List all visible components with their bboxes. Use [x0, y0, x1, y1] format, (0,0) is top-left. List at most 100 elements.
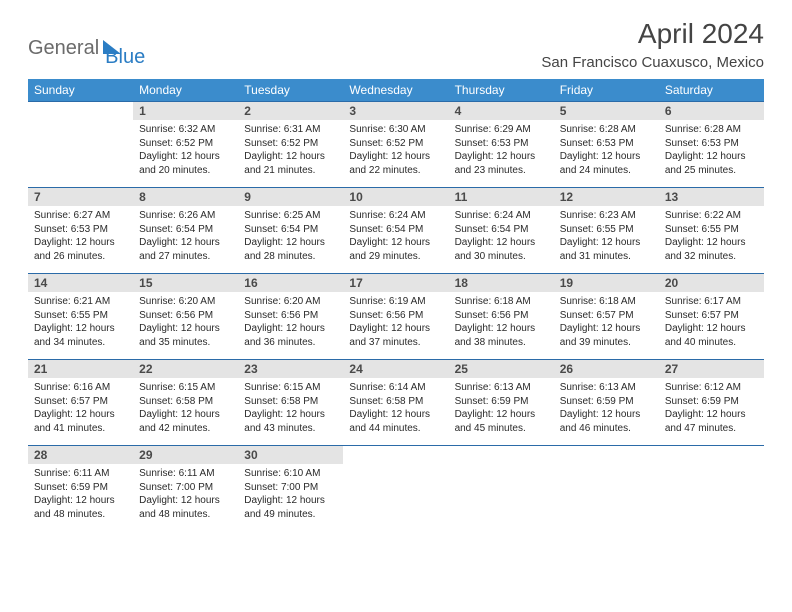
day-number: 15 — [133, 274, 238, 292]
day-number: 28 — [28, 446, 133, 464]
calendar-day-cell: 11Sunrise: 6:24 AMSunset: 6:54 PMDayligh… — [449, 188, 554, 274]
day-number: 13 — [659, 188, 764, 206]
calendar-day-cell: 26Sunrise: 6:13 AMSunset: 6:59 PMDayligh… — [554, 360, 659, 446]
day-number: 11 — [449, 188, 554, 206]
weekday-header: Monday — [133, 79, 238, 102]
month-title: April 2024 — [541, 18, 764, 50]
day-number: 7 — [28, 188, 133, 206]
day-details: Sunrise: 6:28 AMSunset: 6:53 PMDaylight:… — [659, 120, 764, 181]
calendar-day-cell: 12Sunrise: 6:23 AMSunset: 6:55 PMDayligh… — [554, 188, 659, 274]
day-number: 12 — [554, 188, 659, 206]
day-number: 4 — [449, 102, 554, 120]
calendar-day-cell: 7Sunrise: 6:27 AMSunset: 6:53 PMDaylight… — [28, 188, 133, 274]
day-details: Sunrise: 6:25 AMSunset: 6:54 PMDaylight:… — [238, 206, 343, 267]
weekday-header: Saturday — [659, 79, 764, 102]
calendar-week-row: 21Sunrise: 6:16 AMSunset: 6:57 PMDayligh… — [28, 360, 764, 446]
calendar-day-cell — [659, 446, 764, 532]
day-details: Sunrise: 6:20 AMSunset: 6:56 PMDaylight:… — [238, 292, 343, 353]
day-details: Sunrise: 6:29 AMSunset: 6:53 PMDaylight:… — [449, 120, 554, 181]
day-details: Sunrise: 6:13 AMSunset: 6:59 PMDaylight:… — [449, 378, 554, 439]
day-details: Sunrise: 6:13 AMSunset: 6:59 PMDaylight:… — [554, 378, 659, 439]
day-number: 16 — [238, 274, 343, 292]
weekday-header: Sunday — [28, 79, 133, 102]
calendar-day-cell — [343, 446, 448, 532]
calendar-table: Sunday Monday Tuesday Wednesday Thursday… — [28, 79, 764, 532]
day-number: 29 — [133, 446, 238, 464]
day-number: 14 — [28, 274, 133, 292]
calendar-week-row: 1Sunrise: 6:32 AMSunset: 6:52 PMDaylight… — [28, 102, 764, 188]
day-number: 23 — [238, 360, 343, 378]
day-details: Sunrise: 6:23 AMSunset: 6:55 PMDaylight:… — [554, 206, 659, 267]
calendar-day-cell: 30Sunrise: 6:10 AMSunset: 7:00 PMDayligh… — [238, 446, 343, 532]
day-details: Sunrise: 6:11 AMSunset: 6:59 PMDaylight:… — [28, 464, 133, 525]
day-number: 21 — [28, 360, 133, 378]
day-number: 1 — [133, 102, 238, 120]
calendar-day-cell: 4Sunrise: 6:29 AMSunset: 6:53 PMDaylight… — [449, 102, 554, 188]
day-details: Sunrise: 6:11 AMSunset: 7:00 PMDaylight:… — [133, 464, 238, 525]
day-details: Sunrise: 6:27 AMSunset: 6:53 PMDaylight:… — [28, 206, 133, 267]
day-details: Sunrise: 6:24 AMSunset: 6:54 PMDaylight:… — [449, 206, 554, 267]
day-details: Sunrise: 6:16 AMSunset: 6:57 PMDaylight:… — [28, 378, 133, 439]
calendar-day-cell: 25Sunrise: 6:13 AMSunset: 6:59 PMDayligh… — [449, 360, 554, 446]
weekday-header: Tuesday — [238, 79, 343, 102]
day-number: 26 — [554, 360, 659, 378]
weekday-header-row: Sunday Monday Tuesday Wednesday Thursday… — [28, 79, 764, 102]
calendar-day-cell: 19Sunrise: 6:18 AMSunset: 6:57 PMDayligh… — [554, 274, 659, 360]
day-details: Sunrise: 6:18 AMSunset: 6:57 PMDaylight:… — [554, 292, 659, 353]
day-details: Sunrise: 6:12 AMSunset: 6:59 PMDaylight:… — [659, 378, 764, 439]
calendar-day-cell: 3Sunrise: 6:30 AMSunset: 6:52 PMDaylight… — [343, 102, 448, 188]
day-details: Sunrise: 6:30 AMSunset: 6:52 PMDaylight:… — [343, 120, 448, 181]
weekday-header: Thursday — [449, 79, 554, 102]
calendar-day-cell: 28Sunrise: 6:11 AMSunset: 6:59 PMDayligh… — [28, 446, 133, 532]
day-details: Sunrise: 6:18 AMSunset: 6:56 PMDaylight:… — [449, 292, 554, 353]
title-block: April 2024 San Francisco Cuaxusco, Mexic… — [541, 18, 764, 71]
calendar-day-cell: 10Sunrise: 6:24 AMSunset: 6:54 PMDayligh… — [343, 188, 448, 274]
day-details: Sunrise: 6:22 AMSunset: 6:55 PMDaylight:… — [659, 206, 764, 267]
calendar-day-cell: 29Sunrise: 6:11 AMSunset: 7:00 PMDayligh… — [133, 446, 238, 532]
day-number: 10 — [343, 188, 448, 206]
calendar-day-cell: 21Sunrise: 6:16 AMSunset: 6:57 PMDayligh… — [28, 360, 133, 446]
day-details: Sunrise: 6:17 AMSunset: 6:57 PMDaylight:… — [659, 292, 764, 353]
calendar-day-cell: 8Sunrise: 6:26 AMSunset: 6:54 PMDaylight… — [133, 188, 238, 274]
day-number: 30 — [238, 446, 343, 464]
calendar-day-cell: 27Sunrise: 6:12 AMSunset: 6:59 PMDayligh… — [659, 360, 764, 446]
day-number: 25 — [449, 360, 554, 378]
calendar-day-cell: 13Sunrise: 6:22 AMSunset: 6:55 PMDayligh… — [659, 188, 764, 274]
calendar-day-cell: 1Sunrise: 6:32 AMSunset: 6:52 PMDaylight… — [133, 102, 238, 188]
day-number: 18 — [449, 274, 554, 292]
day-number: 6 — [659, 102, 764, 120]
location-label: San Francisco Cuaxusco, Mexico — [541, 54, 764, 71]
day-number: 8 — [133, 188, 238, 206]
calendar-week-row: 28Sunrise: 6:11 AMSunset: 6:59 PMDayligh… — [28, 446, 764, 532]
day-details: Sunrise: 6:20 AMSunset: 6:56 PMDaylight:… — [133, 292, 238, 353]
calendar-week-row: 7Sunrise: 6:27 AMSunset: 6:53 PMDaylight… — [28, 188, 764, 274]
logo-text-1: General — [28, 37, 99, 60]
calendar-day-cell: 15Sunrise: 6:20 AMSunset: 6:56 PMDayligh… — [133, 274, 238, 360]
day-number: 3 — [343, 102, 448, 120]
weekday-header: Friday — [554, 79, 659, 102]
calendar-week-row: 14Sunrise: 6:21 AMSunset: 6:55 PMDayligh… — [28, 274, 764, 360]
day-number: 22 — [133, 360, 238, 378]
day-details: Sunrise: 6:31 AMSunset: 6:52 PMDaylight:… — [238, 120, 343, 181]
day-number: 20 — [659, 274, 764, 292]
day-number: 2 — [238, 102, 343, 120]
day-details: Sunrise: 6:21 AMSunset: 6:55 PMDaylight:… — [28, 292, 133, 353]
calendar-day-cell: 24Sunrise: 6:14 AMSunset: 6:58 PMDayligh… — [343, 360, 448, 446]
day-details: Sunrise: 6:15 AMSunset: 6:58 PMDaylight:… — [238, 378, 343, 439]
day-details: Sunrise: 6:32 AMSunset: 6:52 PMDaylight:… — [133, 120, 238, 181]
day-number: 9 — [238, 188, 343, 206]
calendar-day-cell — [554, 446, 659, 532]
page-header: General Blue April 2024 San Francisco Cu… — [28, 18, 764, 71]
day-details: Sunrise: 6:24 AMSunset: 6:54 PMDaylight:… — [343, 206, 448, 267]
day-details: Sunrise: 6:19 AMSunset: 6:56 PMDaylight:… — [343, 292, 448, 353]
calendar-day-cell: 18Sunrise: 6:18 AMSunset: 6:56 PMDayligh… — [449, 274, 554, 360]
weekday-header: Wednesday — [343, 79, 448, 102]
day-number: 27 — [659, 360, 764, 378]
calendar-day-cell: 6Sunrise: 6:28 AMSunset: 6:53 PMDaylight… — [659, 102, 764, 188]
calendar-day-cell: 20Sunrise: 6:17 AMSunset: 6:57 PMDayligh… — [659, 274, 764, 360]
day-number: 19 — [554, 274, 659, 292]
day-details: Sunrise: 6:15 AMSunset: 6:58 PMDaylight:… — [133, 378, 238, 439]
day-details: Sunrise: 6:10 AMSunset: 7:00 PMDaylight:… — [238, 464, 343, 525]
day-number: 5 — [554, 102, 659, 120]
calendar-day-cell: 22Sunrise: 6:15 AMSunset: 6:58 PMDayligh… — [133, 360, 238, 446]
